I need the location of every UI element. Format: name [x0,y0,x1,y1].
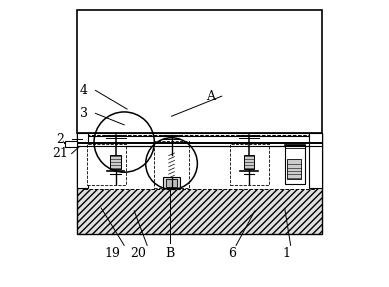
Text: 21: 21 [52,147,68,160]
Bar [287,159,301,179]
Text: 2: 2 [56,133,64,146]
Bar [309,133,322,188]
Bar [77,10,322,133]
Bar [230,144,269,185]
Text: 3: 3 [80,107,88,120]
Text: A: A [206,90,215,103]
Bar [84,133,315,159]
Text: 4: 4 [80,84,88,97]
Bar [77,133,322,234]
Bar [110,155,121,169]
Bar [77,133,88,188]
Text: 19: 19 [105,247,121,261]
Bar [285,145,305,184]
Bar [163,177,180,188]
Bar [309,133,322,188]
Bar [77,133,322,234]
Text: B: B [165,247,175,261]
Text: 1: 1 [282,247,290,261]
Text: 6: 6 [228,247,236,261]
Bar [84,136,315,146]
Bar [244,155,254,169]
Bar [166,179,177,187]
Bar [87,144,126,185]
Bar [65,141,77,147]
Bar [154,141,189,188]
Text: 20: 20 [131,247,147,261]
Bar [77,133,88,188]
Bar [84,135,315,189]
